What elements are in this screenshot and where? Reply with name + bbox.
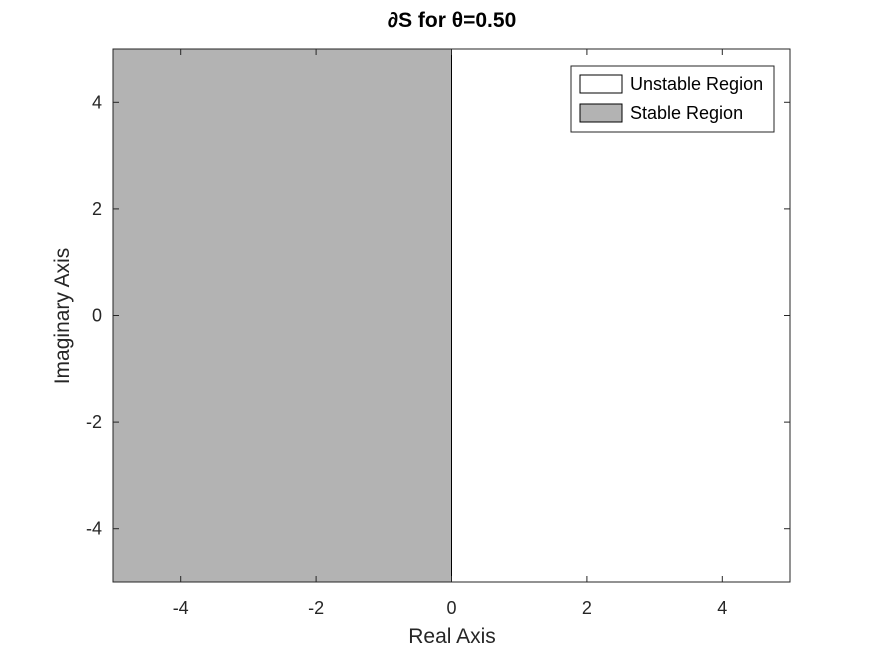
x-axis-ticks: -4 -2 0 2 4 xyxy=(173,49,727,618)
y-tick-label: -4 xyxy=(86,519,102,539)
x-tick-label: -4 xyxy=(173,598,189,618)
x-tick-label: 4 xyxy=(717,598,727,618)
y-axis-label: Imaginary Axis xyxy=(51,248,74,385)
stable-region xyxy=(113,49,452,582)
x-tick-label: 2 xyxy=(582,598,592,618)
legend-swatch-stable xyxy=(579,103,623,123)
legend-swatch-unstable xyxy=(579,74,623,94)
x-tick-label: 0 xyxy=(446,598,456,618)
plot-area xyxy=(112,48,791,583)
y-tick-label: 4 xyxy=(92,92,102,112)
legend-label-unstable: Unstable Region xyxy=(630,74,763,94)
y-axis-ticks: -4 -2 0 2 4 xyxy=(86,92,790,539)
legend-label-stable: Stable Region xyxy=(630,103,743,123)
chart-title: ∂S for θ=0.50 xyxy=(388,9,517,32)
y-tick-label: 0 xyxy=(92,306,102,326)
x-axis-label: Real Axis xyxy=(408,625,496,648)
y-tick-label: 2 xyxy=(92,199,102,219)
unstable-region xyxy=(451,49,790,582)
y-tick-label: -2 xyxy=(86,412,102,432)
legend: Unstable Region Stable Region xyxy=(570,65,775,133)
x-tick-label: -2 xyxy=(308,598,324,618)
